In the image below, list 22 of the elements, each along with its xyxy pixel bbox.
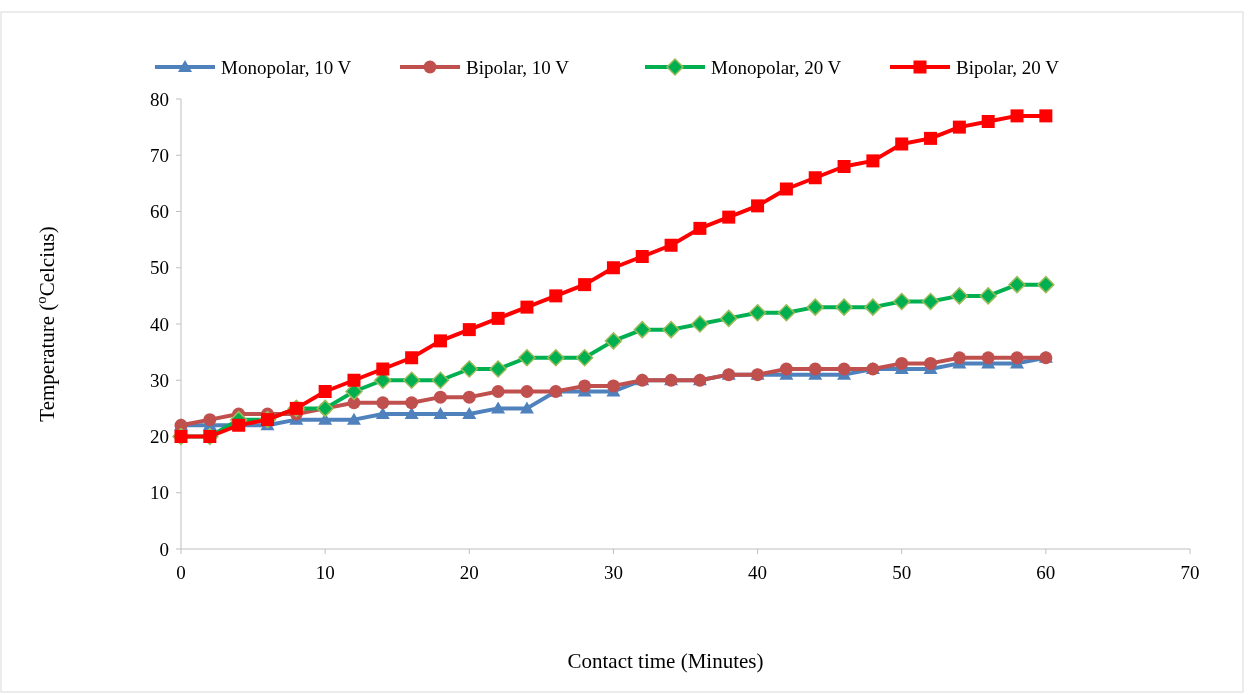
- y-tick-label: 30: [150, 369, 169, 391]
- x-tick-label: 60: [1036, 562, 1056, 583]
- y-tick-label: 70: [150, 144, 169, 166]
- x-tick-label: 30: [603, 562, 623, 583]
- y-tick-label: 50: [150, 257, 169, 279]
- x-tick-label: 50: [892, 562, 912, 583]
- x-tick-label: 40: [748, 562, 768, 583]
- x-axis-title: Contact time (Minutes): [567, 649, 764, 673]
- y-tick-label: 80: [150, 88, 169, 110]
- x-tick-label: 0: [176, 562, 186, 583]
- y-tick-label: 20: [150, 426, 169, 448]
- y-tick-label: 60: [150, 201, 169, 223]
- x-tick-label: 10: [315, 562, 335, 583]
- x-tick-label: 20: [459, 562, 479, 583]
- legend-label: Monopolar, 20 V: [711, 56, 842, 78]
- y-tick-label: 10: [150, 482, 169, 504]
- legend-label: Bipolar, 10 V: [466, 56, 570, 78]
- y-tick-label: 40: [150, 313, 169, 335]
- y-tick-label: 0: [159, 538, 169, 560]
- legend-label: Bipolar, 20 V: [956, 56, 1060, 78]
- legend-label: Monopolar, 10 V: [221, 56, 352, 78]
- x-tick-label: 70: [1180, 562, 1200, 583]
